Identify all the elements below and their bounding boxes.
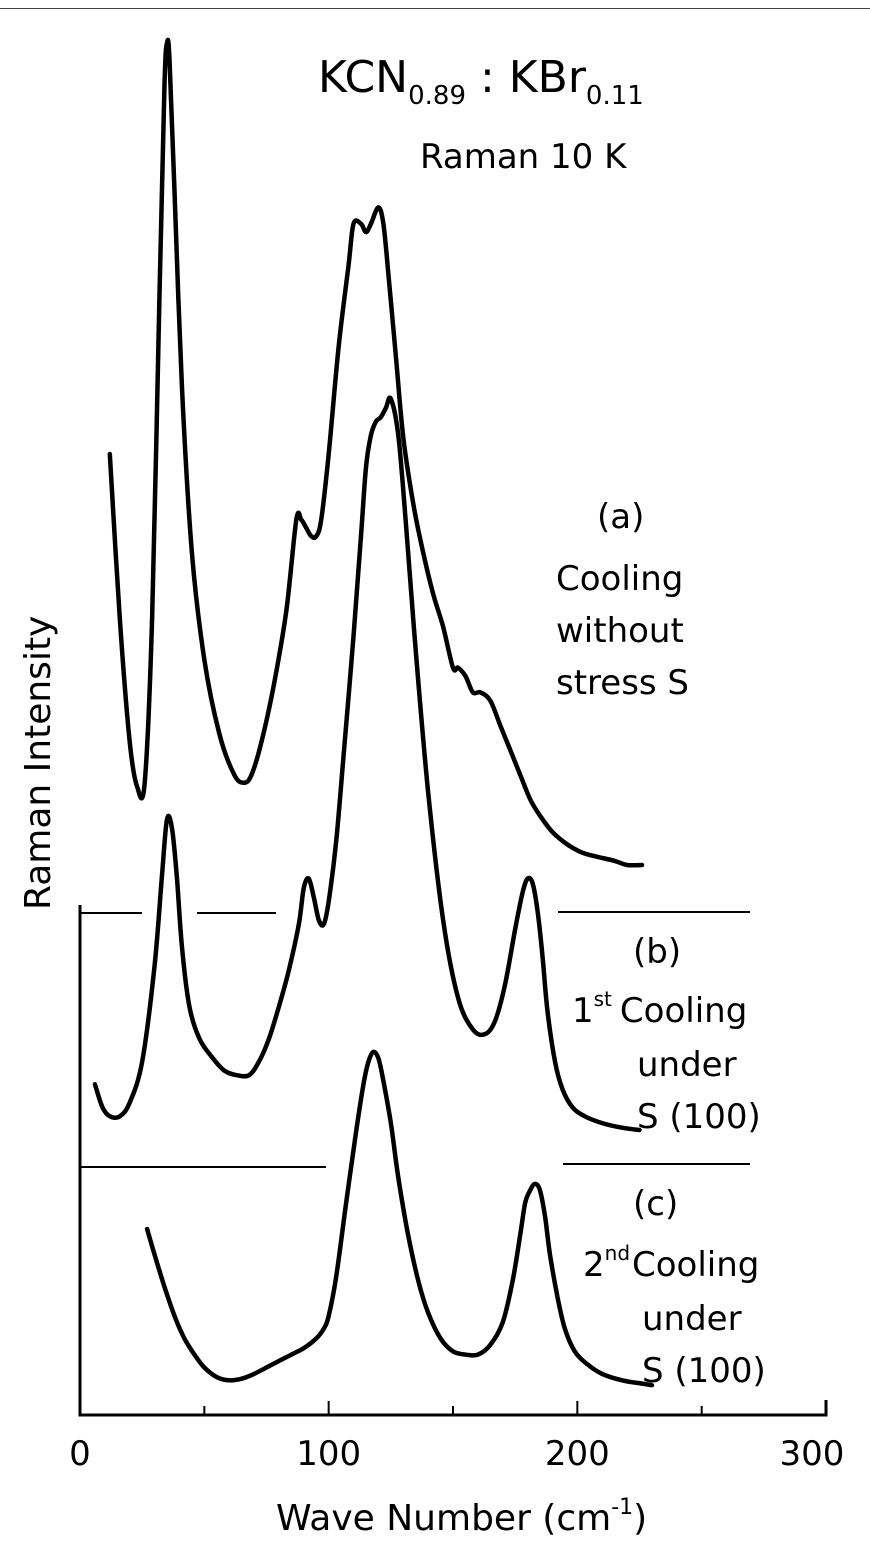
y-axis-label: Raman Intensity xyxy=(18,616,59,910)
x-axis-ticks: 0 100 200 300 xyxy=(69,1401,844,1474)
label-c-line3: under xyxy=(642,1299,742,1339)
label-b-sup: st xyxy=(594,987,612,1011)
curve-c-second-cooling xyxy=(144,1049,655,1388)
label-b-line1: (b) xyxy=(633,932,681,972)
label-a: (a) Cooling without stress S xyxy=(556,497,689,703)
x-tick-label-200: 200 xyxy=(545,1434,610,1474)
title-main-sub: 0.89 xyxy=(408,81,466,111)
x-axis-label-sup: -1 xyxy=(611,1495,633,1520)
label-b-line2: 1st Cooling xyxy=(572,987,747,1031)
top-border xyxy=(0,8,870,9)
label-a-line1: (a) xyxy=(597,497,644,537)
label-c: (c) 2ndCooling under S (100) xyxy=(583,1184,766,1391)
label-a-line2: Cooling xyxy=(556,559,683,599)
label-c-ord: 2 xyxy=(583,1245,605,1285)
title-second: KBr xyxy=(509,52,587,103)
label-a-line3: without xyxy=(556,611,684,651)
curve-a-no-stress xyxy=(107,37,645,868)
label-a-line4: stress S xyxy=(556,663,689,703)
label-b-line4: S (100) xyxy=(637,1097,761,1137)
spectra-curves xyxy=(92,37,655,1388)
x-axis-label-close: ) xyxy=(633,1498,647,1539)
label-c-cooling: Cooling xyxy=(632,1245,759,1285)
label-b-line3: under xyxy=(637,1045,737,1085)
chart-subtitle: Raman 10 K xyxy=(420,137,628,177)
x-axis-label-main: Wave Number (cm xyxy=(276,1498,611,1539)
title-sep: : xyxy=(466,52,509,103)
curve-b-first-cooling xyxy=(92,395,642,1133)
label-c-line2: 2ndCooling xyxy=(583,1241,759,1285)
label-b: (b) 1st Cooling under S (100) xyxy=(572,932,761,1137)
label-c-line4: S (100) xyxy=(642,1351,766,1391)
label-c-line1: (c) xyxy=(633,1184,678,1224)
x-tick-label-0: 0 xyxy=(69,1434,91,1474)
baseline-b xyxy=(80,911,750,914)
title-second-sub: 0.11 xyxy=(586,81,644,111)
title-main: KCN xyxy=(318,52,408,103)
label-b-ord: 1 xyxy=(572,991,594,1031)
x-axis-label: Wave Number (cm-1) xyxy=(276,1495,647,1539)
x-tick-label-100: 100 xyxy=(296,1434,361,1474)
chart-title: KCN0.89 : KBr0.11 xyxy=(318,52,644,111)
baseline-c xyxy=(80,1163,750,1168)
label-c-sup: nd xyxy=(605,1241,630,1265)
label-b-cooling: Cooling xyxy=(620,991,747,1031)
x-tick-label-300: 300 xyxy=(780,1434,845,1474)
